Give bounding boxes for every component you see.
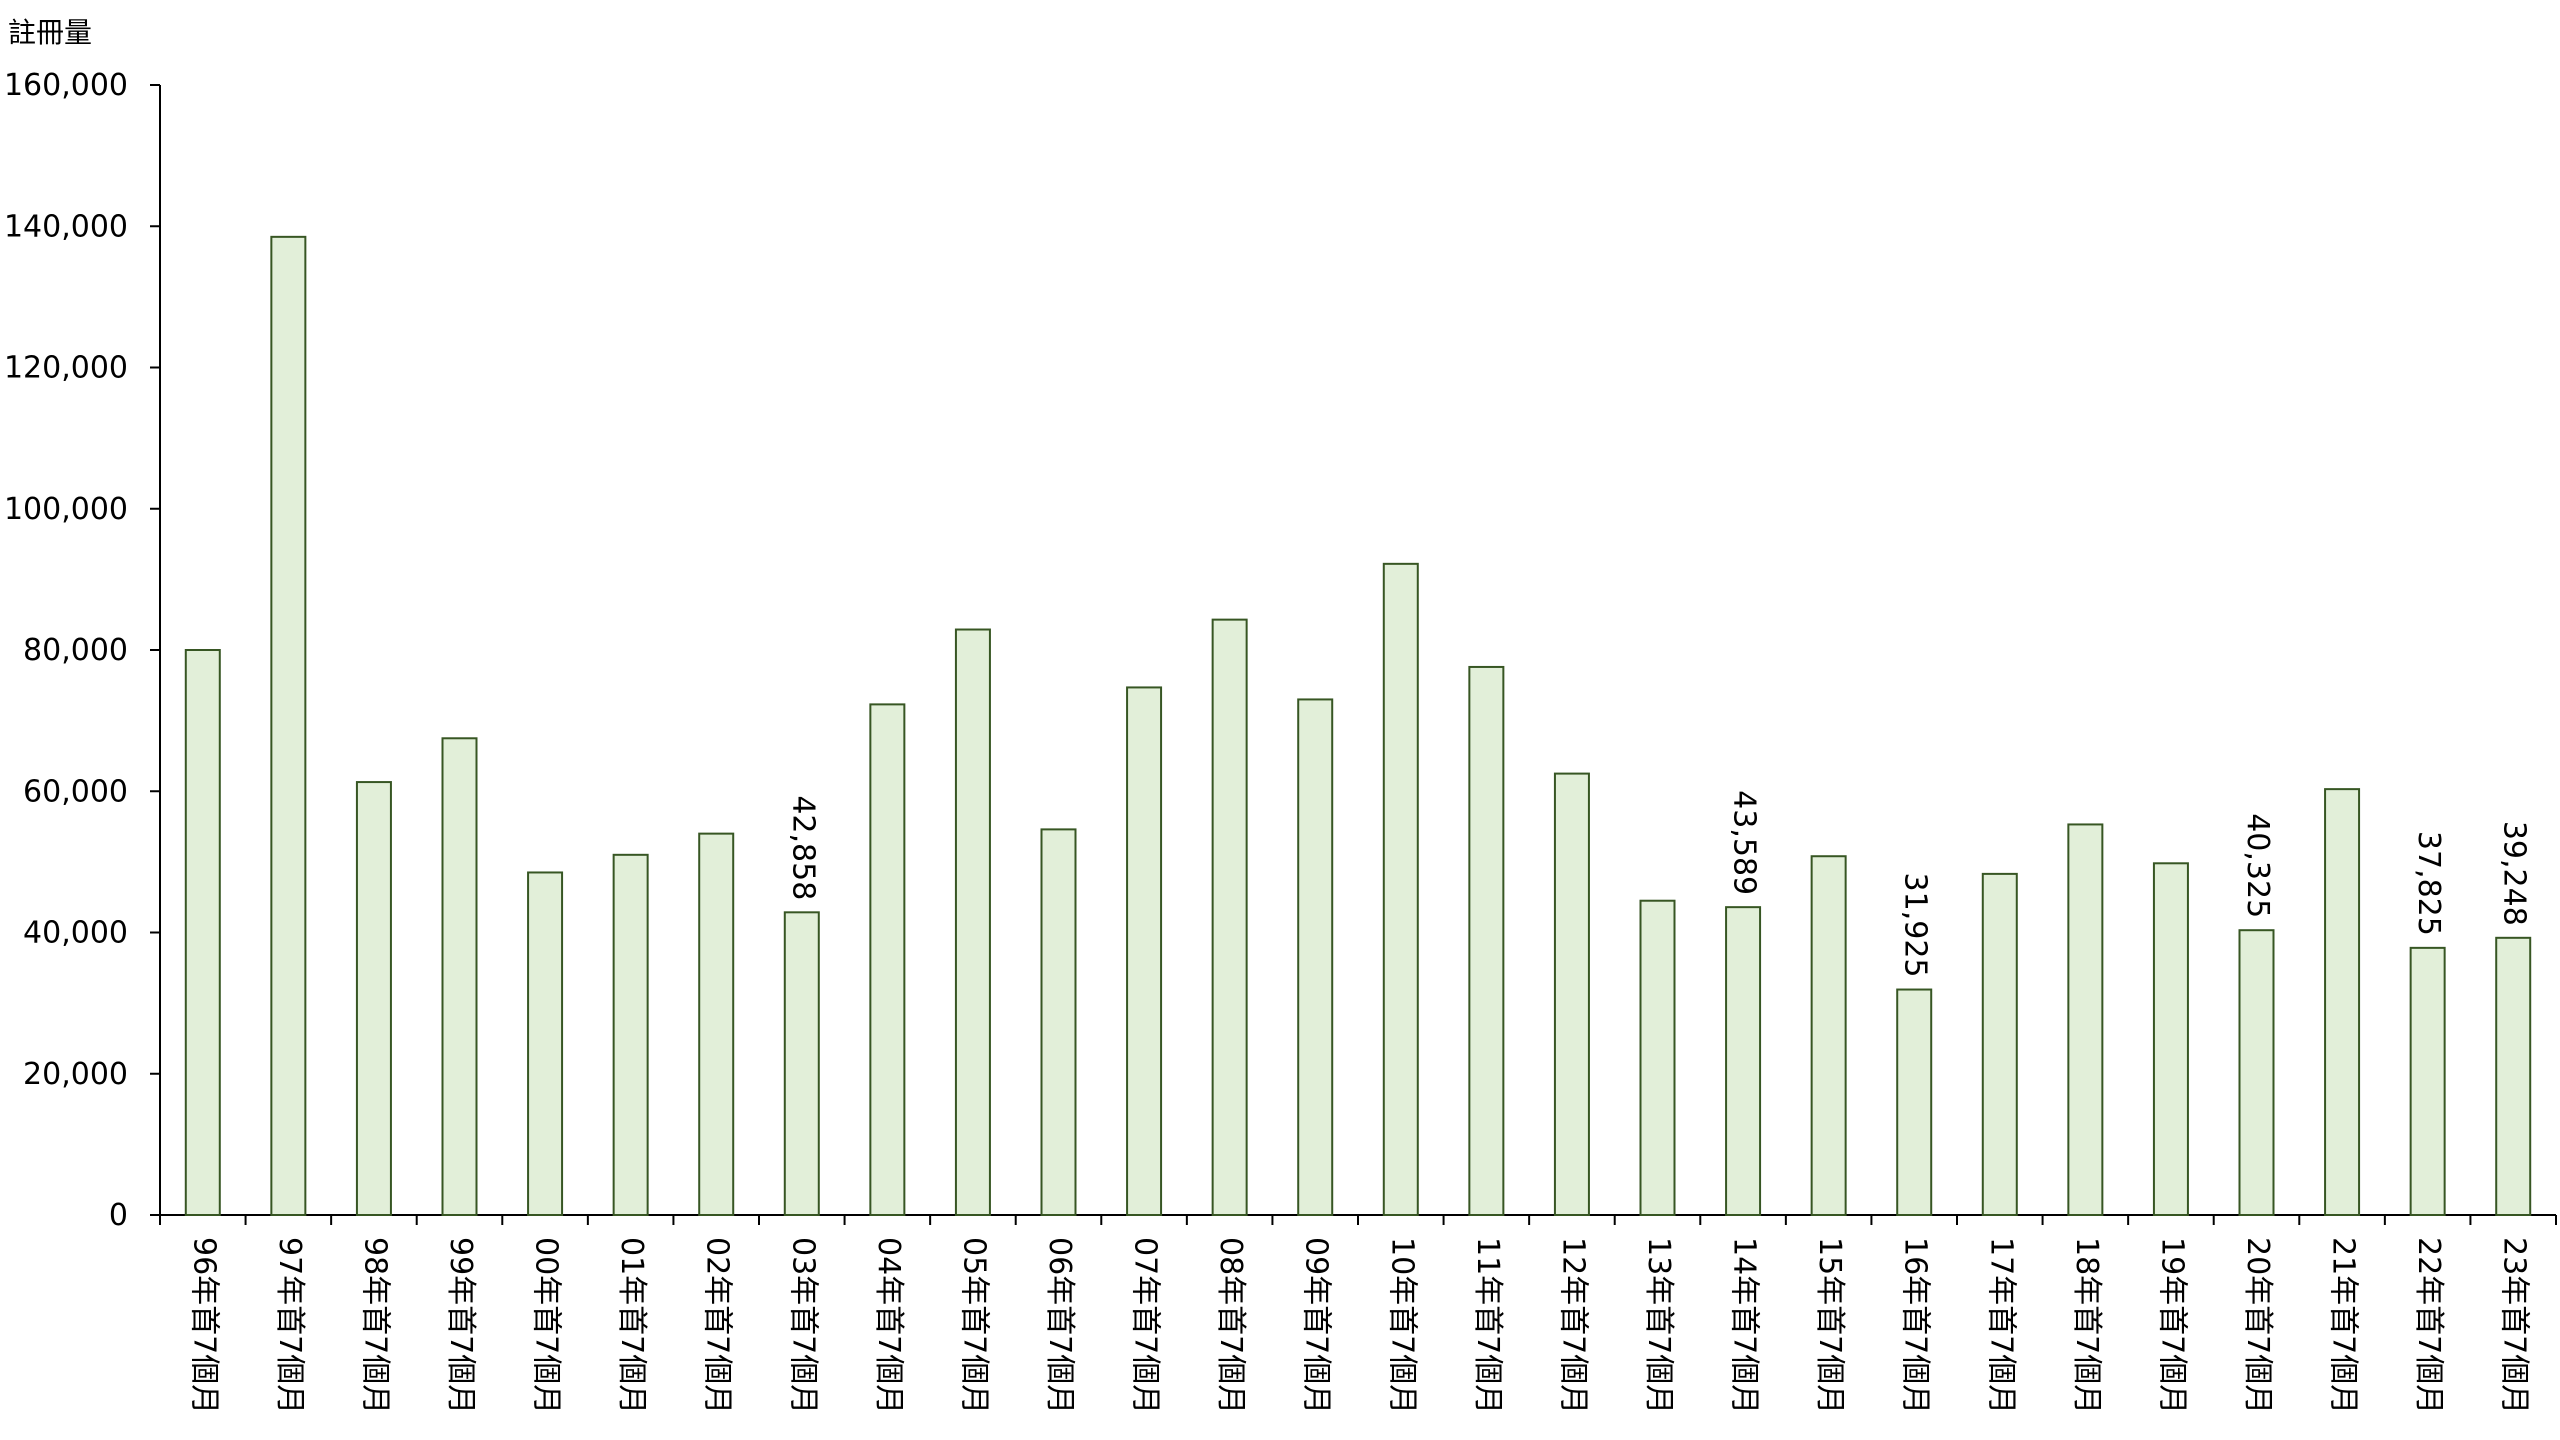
bar xyxy=(1553,772,1590,1216)
x-tick-label: 96年首7個月 xyxy=(186,1237,221,1414)
y-tick-label: 40,000 xyxy=(23,916,128,951)
x-tick-label: 02年首7個月 xyxy=(700,1237,735,1414)
bar xyxy=(441,737,478,1216)
data-label: 39,248 xyxy=(2497,821,2532,926)
x-tick-label: 09年首7個月 xyxy=(1299,1237,1334,1414)
y-tick-label: 20,000 xyxy=(23,1057,128,1092)
x-tick-label: 05年首7個月 xyxy=(956,1237,991,1414)
data-label: 42,858 xyxy=(785,795,820,900)
x-tick-label: 18年首7個月 xyxy=(2069,1237,2104,1414)
x-tick-label: 21年首7個月 xyxy=(2326,1237,2361,1414)
x-tick-label: 12年首7個月 xyxy=(1555,1237,1590,1414)
x-tick-label: 20年首7個月 xyxy=(2240,1237,2275,1414)
x-tick-label: 03年首7個月 xyxy=(785,1237,820,1414)
bar xyxy=(698,832,735,1216)
y-tick-label: 160,000 xyxy=(4,68,128,103)
bar xyxy=(783,911,820,1216)
bar xyxy=(1810,855,1847,1216)
bar xyxy=(355,781,392,1216)
y-tick-label: 0 xyxy=(109,1198,128,1233)
bar xyxy=(1896,988,1933,1216)
data-label: 31,925 xyxy=(1898,873,1933,978)
x-tick-label: 99年首7個月 xyxy=(443,1237,478,1414)
x-tick-label: 23年首7個月 xyxy=(2497,1237,2532,1414)
bar xyxy=(1468,665,1505,1216)
bar xyxy=(2409,946,2446,1217)
x-tick-label: 14年首7個月 xyxy=(1727,1237,1762,1414)
data-label: 37,825 xyxy=(2411,831,2446,936)
y-axis-label: 註冊量 xyxy=(8,16,92,49)
bar xyxy=(1211,618,1248,1216)
x-tick-label: 22年首7個月 xyxy=(2411,1237,2446,1414)
x-tick-label: 07年首7個月 xyxy=(1128,1237,1163,1414)
bar xyxy=(270,235,307,1216)
bar xyxy=(527,871,564,1216)
bar xyxy=(1639,899,1676,1216)
bar xyxy=(869,703,906,1216)
bar xyxy=(612,853,649,1216)
x-tick-label: 06年首7個月 xyxy=(1042,1237,1077,1414)
bar xyxy=(2152,862,2189,1216)
bar xyxy=(2495,936,2532,1216)
data-label: 40,325 xyxy=(2240,813,2275,918)
bar xyxy=(1725,906,1762,1217)
bar xyxy=(184,649,221,1216)
bar xyxy=(1040,828,1077,1216)
y-tick-label: 60,000 xyxy=(23,774,128,809)
y-tick-label: 80,000 xyxy=(23,633,128,668)
bar xyxy=(2238,929,2275,1217)
x-tick-label: 19年首7個月 xyxy=(2154,1237,2189,1414)
x-tick-label: 13年首7個月 xyxy=(1641,1237,1676,1414)
x-tick-label: 97年首7個月 xyxy=(272,1237,307,1414)
x-tick-label: 00年首7個月 xyxy=(529,1237,564,1414)
x-tick-label: 01年首7個月 xyxy=(614,1237,649,1414)
x-tick-label: 17年首7個月 xyxy=(1983,1237,2018,1414)
x-tick-label: 16年首7個月 xyxy=(1898,1237,1933,1414)
y-tick-label: 100,000 xyxy=(4,492,128,527)
bar xyxy=(2324,788,2361,1216)
bar xyxy=(1981,872,2018,1216)
bar xyxy=(1382,562,1419,1216)
x-tick-label: 08年首7個月 xyxy=(1213,1237,1248,1414)
x-tick-label: 10年首7個月 xyxy=(1384,1237,1419,1414)
y-tick-label: 120,000 xyxy=(4,351,128,386)
bar xyxy=(1126,686,1163,1216)
x-tick-label: 04年首7個月 xyxy=(871,1237,906,1414)
bar xyxy=(954,628,991,1216)
x-tick-label: 98年首7個月 xyxy=(357,1237,392,1414)
data-label: 43,589 xyxy=(1727,790,1762,895)
bar xyxy=(1297,698,1334,1216)
x-tick-label: 15年首7個月 xyxy=(1812,1237,1847,1414)
x-tick-label: 11年首7個月 xyxy=(1470,1237,1505,1414)
y-tick-label: 140,000 xyxy=(4,209,128,244)
bar xyxy=(2067,823,2104,1216)
